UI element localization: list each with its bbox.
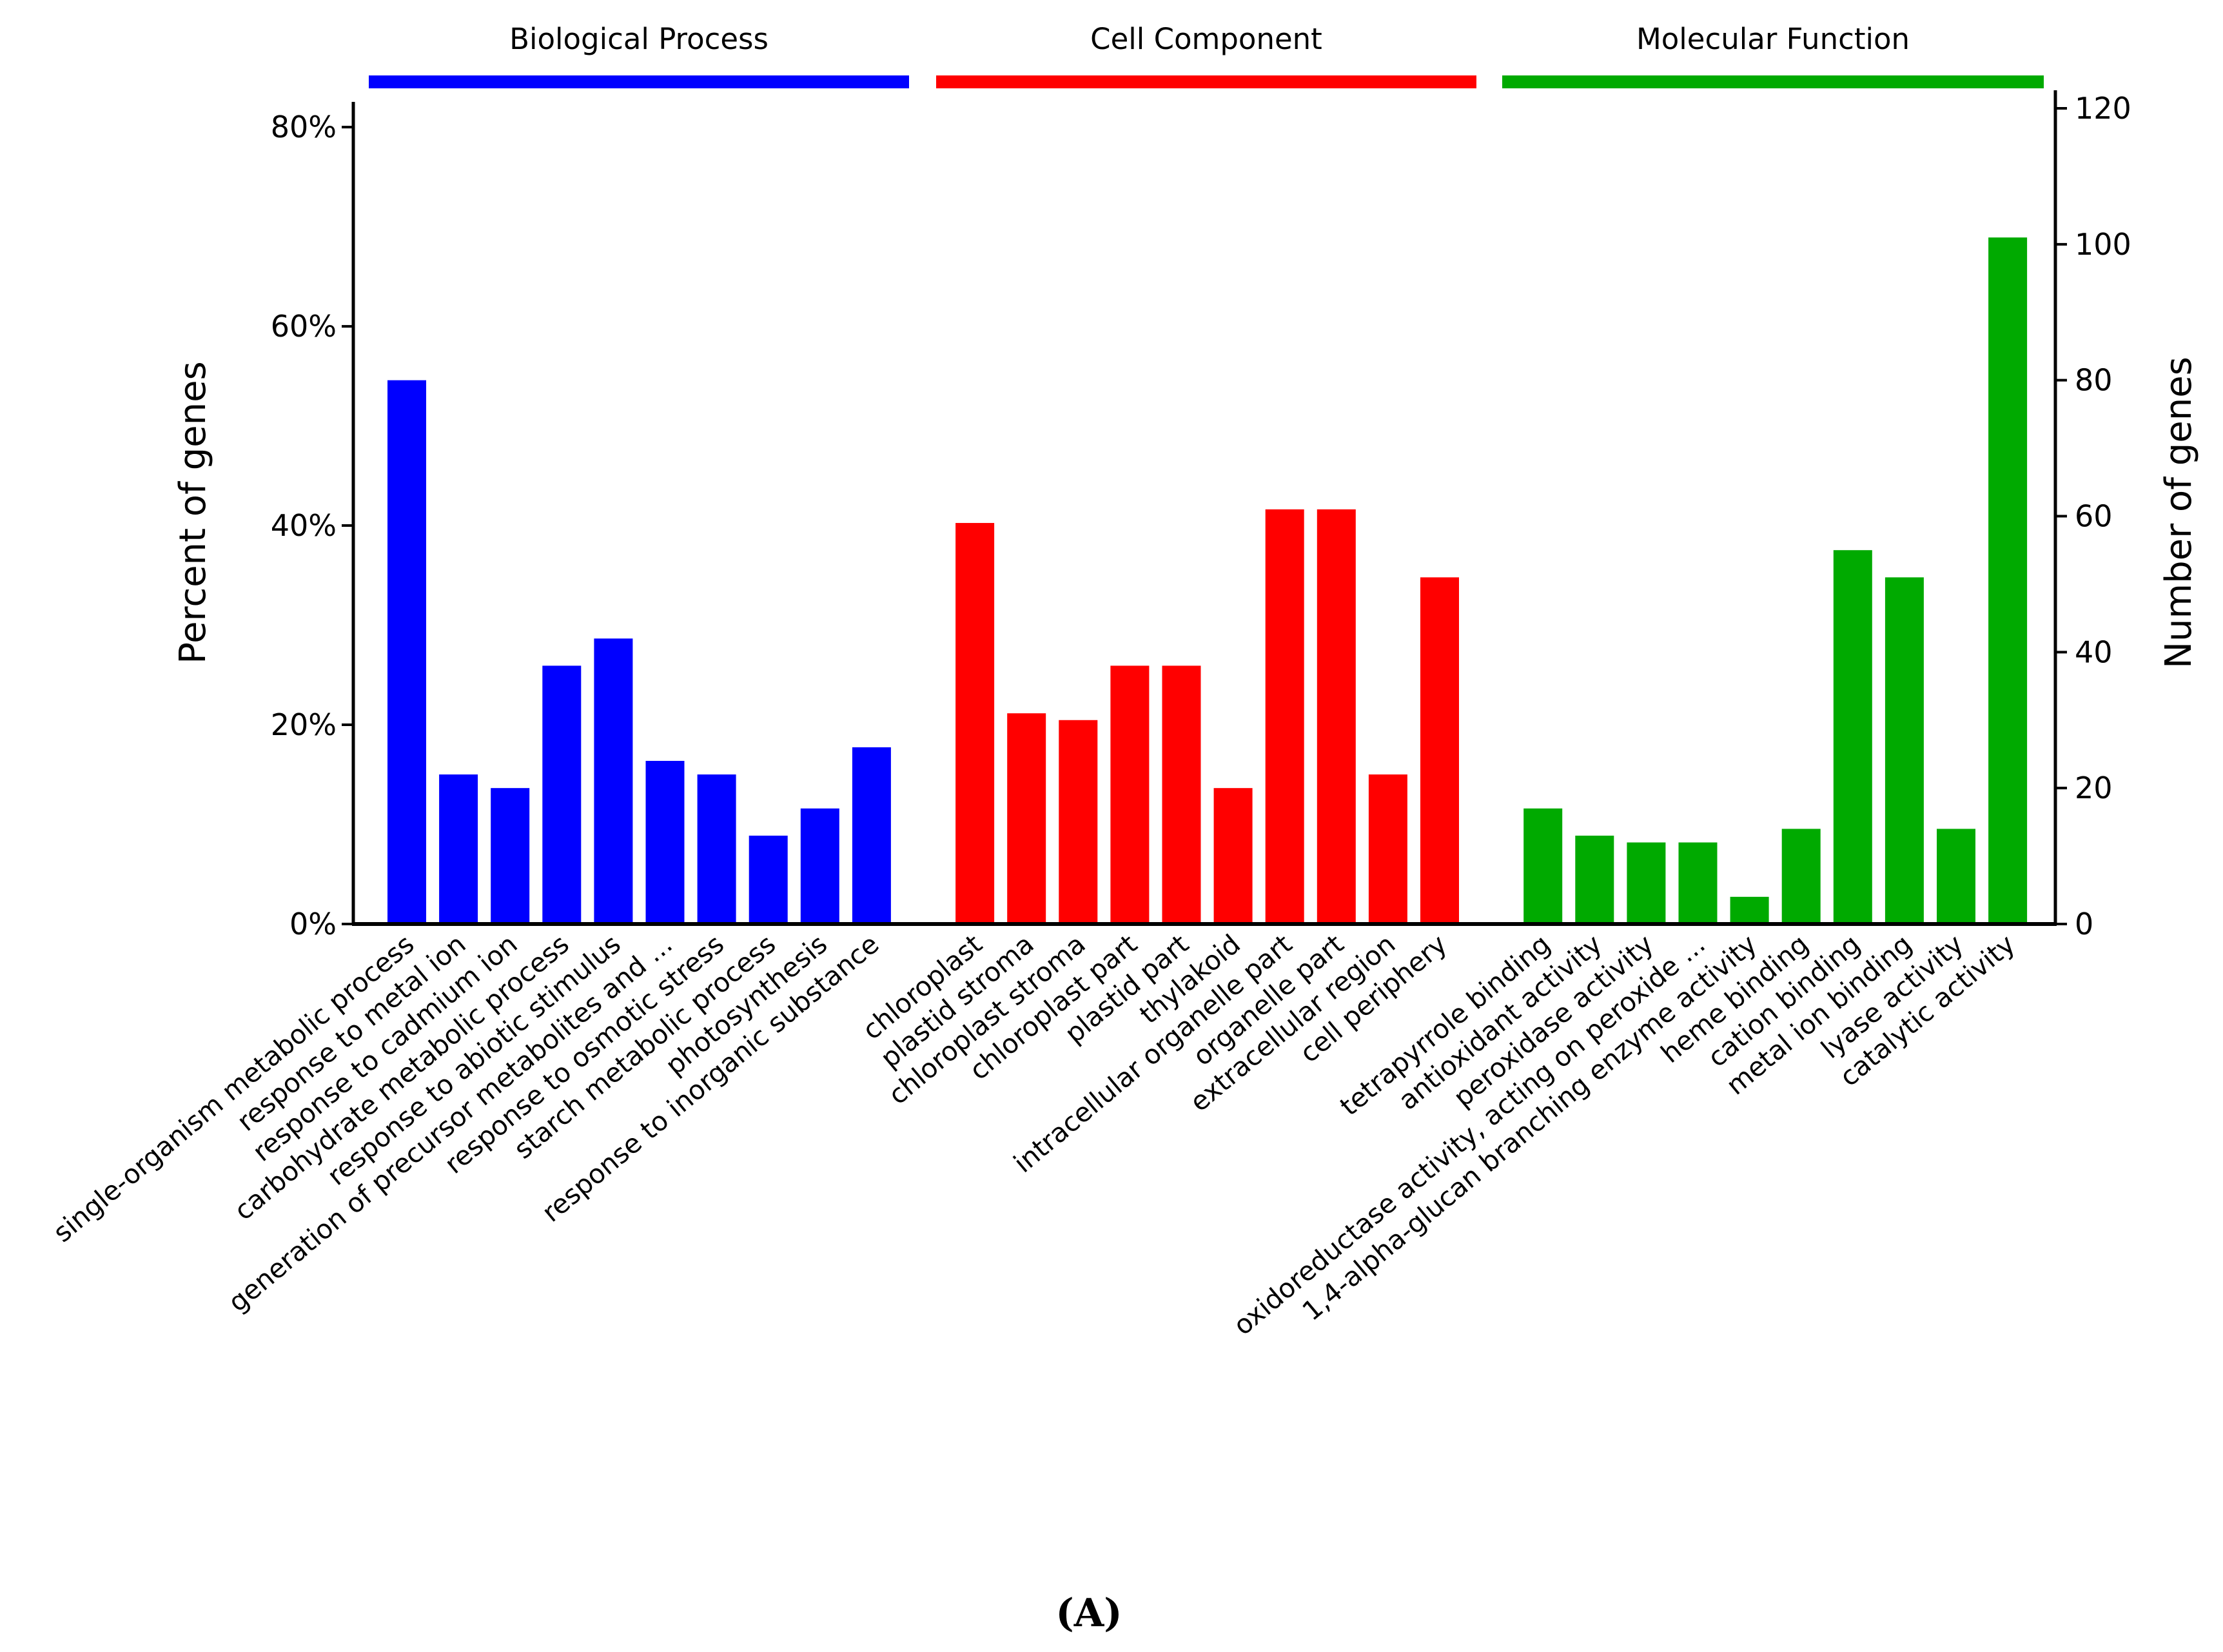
bar	[1627, 842, 1666, 924]
right-tick-label: 100	[2075, 227, 2131, 262]
bar	[1833, 550, 1872, 924]
left-tick-label: 60%	[271, 309, 337, 344]
bar	[1368, 774, 1407, 924]
left-tick-label: 40%	[271, 508, 337, 543]
bar	[542, 665, 582, 924]
group-header-bars	[369, 75, 2044, 88]
bar	[1885, 577, 1924, 924]
bar	[852, 747, 891, 924]
bar	[1420, 577, 1459, 924]
bar	[749, 835, 788, 924]
left-axis-title: Percent of genes	[172, 361, 214, 664]
group-label-molecular-function: Molecular Function	[1636, 22, 1910, 56]
bar	[1110, 665, 1150, 924]
group-header-labels: Biological Process Cell Component Molecula…	[509, 22, 1910, 56]
bar	[1730, 896, 1769, 924]
group-bar-molecular-function	[1502, 75, 2044, 88]
bar	[697, 774, 736, 924]
bar	[955, 523, 995, 924]
bar	[645, 761, 685, 924]
bar	[1007, 713, 1046, 924]
group-bar-biological-process	[369, 75, 909, 88]
bar	[439, 774, 478, 924]
bar	[1213, 788, 1253, 924]
left-axis-ticks: 0% 20% 40% 60% 80%	[271, 110, 353, 941]
bar	[594, 638, 633, 924]
bar-series	[387, 237, 2028, 925]
right-tick-label: 60	[2075, 499, 2113, 534]
bar	[1678, 842, 1718, 924]
right-axis-title: Number of genes	[2158, 357, 2200, 669]
bar	[1523, 808, 1563, 924]
category-labels: single-organism metabolic processrespons…	[47, 929, 2021, 1341]
right-tick-label: 40	[2075, 634, 2113, 669]
bar	[1317, 509, 1356, 924]
right-tick-label: 120	[2075, 91, 2131, 126]
left-tick-label: 80%	[271, 110, 337, 144]
left-tick-label: 20%	[271, 707, 337, 742]
group-label-biological-process: Biological Process	[509, 22, 769, 56]
bar	[800, 808, 839, 924]
group-label-cell-component: Cell Component	[1090, 22, 1322, 56]
bar	[1265, 509, 1304, 924]
panel-label: (A)	[1055, 1591, 1122, 1636]
bar	[387, 380, 426, 924]
bar	[1781, 829, 1821, 924]
right-axis-ticks: 0 20 40 60 80 100 120	[2055, 91, 2131, 941]
right-tick-label: 80	[2075, 363, 2113, 398]
bar	[1059, 720, 1098, 924]
bar	[491, 788, 530, 924]
right-tick-label: 0	[2075, 907, 2093, 941]
group-bar-cell-component	[936, 75, 1476, 88]
bar	[1937, 829, 1975, 924]
right-tick-label: 20	[2075, 771, 2113, 805]
axes	[351, 90, 2057, 926]
left-tick-label: 0%	[289, 907, 337, 941]
bar	[1988, 237, 2028, 925]
bar	[1575, 835, 1614, 924]
bar	[1162, 665, 1201, 924]
